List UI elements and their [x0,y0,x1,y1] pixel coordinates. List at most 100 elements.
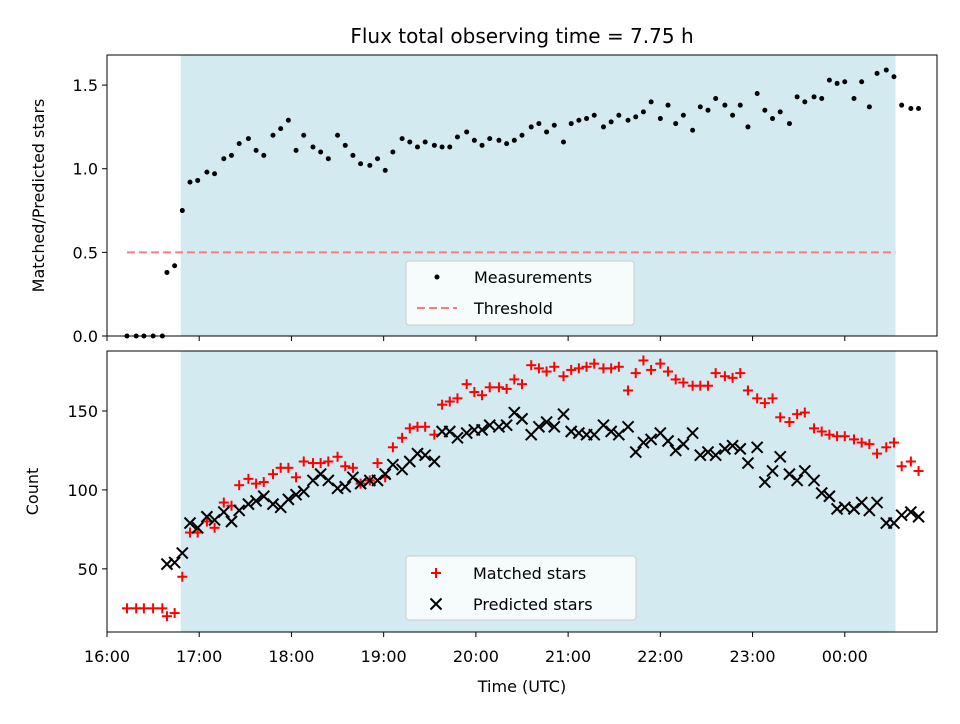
matched-star-point [742,385,753,396]
matched-star-point [161,611,172,622]
count-y-ticks: 50 100 150 [67,402,107,579]
predicted-star-point [807,474,821,487]
measurement-point [212,171,218,177]
matched-star-point [469,387,480,398]
measurement-point [382,167,388,173]
measurement-point [633,114,639,120]
measurement-point [697,104,703,110]
predicted-star-point [823,490,836,503]
predicted-star-point [540,415,553,429]
measurement-point [504,141,510,147]
x-tick-label: 16:00 [84,647,130,666]
predicted-star-point [532,420,546,433]
predicted-star-point [354,477,367,490]
measurement-point [261,152,267,158]
matched-star-point [169,608,180,619]
matched-star-point [670,374,681,385]
predicted-star-point [694,448,707,462]
matched-star-point [484,382,495,393]
measurement-point [770,116,776,122]
measurement-point [236,141,242,147]
measurement-point [390,149,396,155]
predicted-star-point [629,445,642,459]
matched-star-point [372,458,383,469]
measurement-point [301,132,307,138]
predicted-star-point [686,426,699,440]
predicted-star-point [750,441,764,454]
matched-star-point [784,417,795,428]
measurement-point [358,161,364,167]
measurement-point [399,136,405,142]
measurement-point [600,124,606,130]
predicted-star-point [734,442,747,456]
measurement-point [561,139,566,145]
predicted-star-point [726,439,739,452]
measurement-point [786,121,792,127]
ratio-axes-frame [106,54,938,337]
measurement-point [908,106,914,112]
measurement-point [625,117,631,123]
matched-star-point [315,458,326,469]
matched-star-point [792,409,803,420]
predicted-star-point [548,420,561,433]
measurement-point [511,137,517,143]
measurement-point [172,263,178,269]
ratio-y-tick-label: 0.5 [73,243,98,262]
count-y-tick-label: 50 [78,560,98,579]
measurement-point [866,104,872,110]
matched-star-point [404,423,415,434]
ratio-x-ticks [106,336,846,341]
matched-star-point [493,382,504,393]
matched-star-point [752,393,763,404]
matched-star-point [268,469,278,480]
predicted-star-point [741,456,755,470]
matched-star-point [581,361,592,372]
measurement-point [842,79,848,85]
matched-star-point [437,399,448,410]
measurement-point [367,162,373,168]
measurement-point [431,142,437,148]
predicted-star-point [621,420,635,433]
matched-star-point [864,439,875,450]
measurement-point [229,152,234,158]
measurement-point [164,269,170,275]
predicted-star-point [217,505,231,519]
predicted-star-point [718,442,732,456]
matched-star-point [735,368,746,379]
measurement-point [519,132,525,138]
matched-star-point [881,442,892,453]
predicted-star-point [637,436,650,449]
legend-matched-label: Matched stars [473,564,586,583]
measurement-point [447,144,453,150]
matched-star-point [613,361,624,372]
matched-star-point [517,379,527,390]
measurement-point [754,90,760,96]
measurement-point [464,129,470,135]
measurement-point [673,121,679,127]
matched-star-point [298,456,309,467]
matched-star-point [444,396,455,407]
measurement-point [874,70,880,76]
matched-star-point [283,462,294,473]
matched-star-point [573,363,584,374]
predicted-star-point [895,508,908,522]
measurement-point [285,117,291,123]
ratio-panel: 0.0 0.5 1.0 1.5 Flux total observing time =… [29,24,938,346]
matched-star-point [566,364,577,375]
measurement-point [665,102,671,108]
matched-star-point [397,432,408,443]
count-x-ticks: 16:00 17:00 18:00 19:00 20:00 21:00 22:00 23:00… [84,632,868,666]
predicted-star-point [386,458,400,471]
measurement-point [730,112,736,118]
matched-star-point [646,364,657,375]
matched-star-point [291,472,302,483]
matched-star-point [710,368,721,379]
measurement-point [648,99,654,105]
matched-star-point [655,358,666,369]
predicted-star-point [266,497,280,511]
matched-star-point [209,522,220,533]
predicted-star-point [297,485,310,498]
matched-stars-series [121,355,924,622]
matched-star-point [121,603,132,614]
matched-star-point [759,398,770,409]
